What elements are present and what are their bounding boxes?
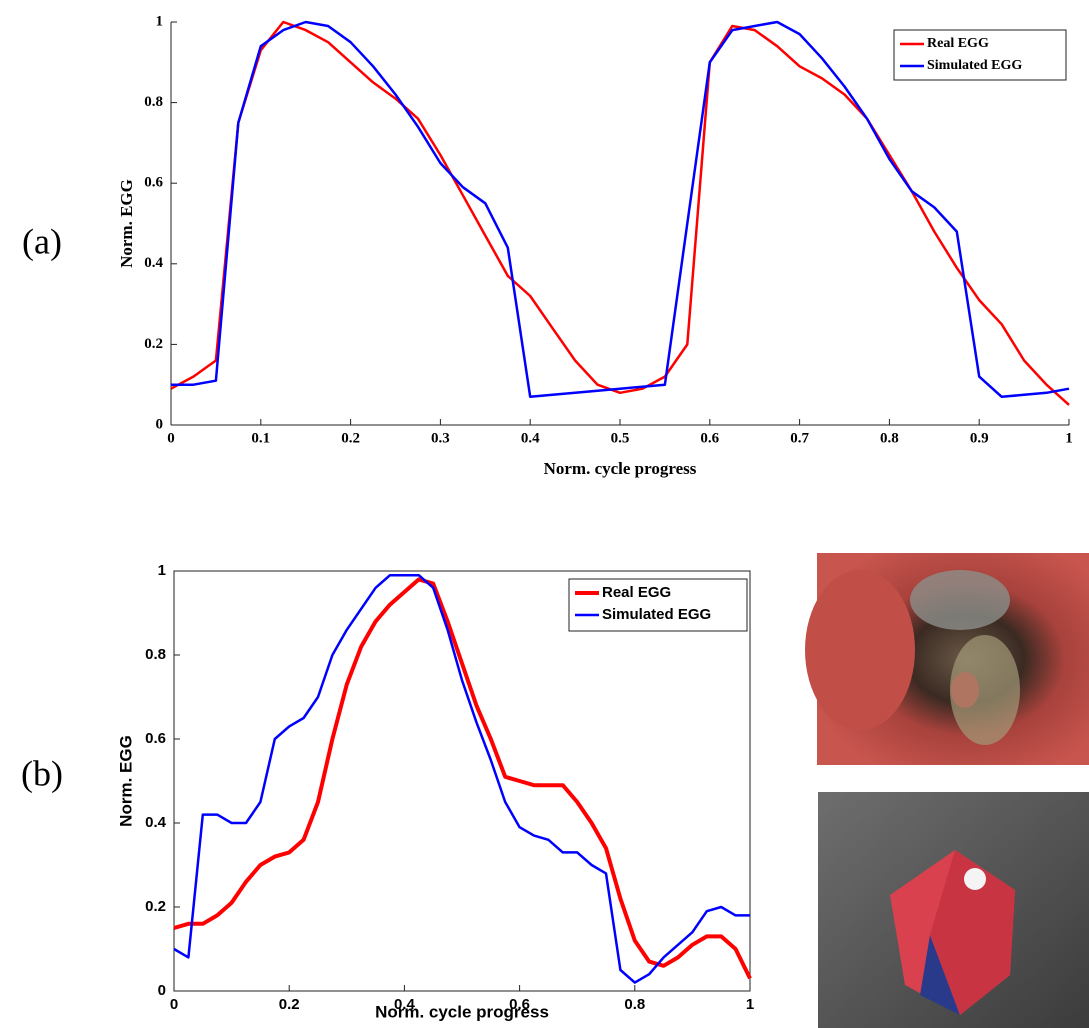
x-tick-label: 0.8 <box>880 430 899 446</box>
y-tick-label: 0.8 <box>144 94 163 110</box>
x-axis-label: Norm. cycle progress <box>375 1002 549 1021</box>
y-tick-label: 0 <box>158 982 166 999</box>
x-tick-label: 0.3 <box>431 430 450 446</box>
y-tick-label: 0.4 <box>144 255 163 271</box>
chart: 0 0.1 0.2 0.3 0.4 0.5 0.6 0.7 0.8 0.9 1 0 0.2 0.4 0.6 0… <box>117 13 1073 477</box>
x-tick-label: 1 <box>1065 430 1073 446</box>
y-tick-label: 0 <box>156 416 164 432</box>
model-photo <box>818 792 1089 1028</box>
x-tick-label: 0.8 <box>624 996 645 1013</box>
y-axis-label: Norm. EGG <box>116 735 135 827</box>
x-tick-label: 1 <box>746 996 754 1013</box>
x-tick-label: 0.6 <box>700 430 719 446</box>
y-tick-label: 1 <box>156 13 164 29</box>
series-line <box>174 575 750 982</box>
panel-label: (b) <box>21 753 63 793</box>
y-axis-label: Norm. EGG <box>117 179 136 268</box>
y-tick-label: 0.2 <box>144 336 163 352</box>
y-tick-label: 0.2 <box>145 898 166 915</box>
endoscopy-photo <box>805 553 1089 765</box>
legend-label: Real EGG <box>927 36 989 51</box>
x-tick-label: 0.2 <box>341 430 360 446</box>
x-tick-label: 0.9 <box>970 430 989 446</box>
figure: (a) (b) 0 0.1 0.2 0.3 0.4 0.5 0.6 0.7 0.8 0.9 1 0 0.… <box>0 0 1089 1028</box>
x-tick-label: 0.4 <box>521 430 540 446</box>
panel-label: (a) <box>22 221 62 261</box>
y-tick-label: 0.4 <box>145 814 167 831</box>
x-tick-label: 0.7 <box>790 430 809 446</box>
series-line <box>174 579 750 978</box>
x-tick-label: 0 <box>167 430 175 446</box>
x-tick-label: 0.5 <box>611 430 630 446</box>
x-axis-label: Norm. cycle progress <box>544 459 697 478</box>
x-tick-label: 0 <box>170 996 178 1013</box>
legend-label: Simulated EGG <box>602 606 711 623</box>
y-tick-label: 0.6 <box>145 730 166 747</box>
plot-frame <box>174 571 750 991</box>
y-tick-label: 0.8 <box>145 646 166 663</box>
y-tick-label: 0.6 <box>144 175 163 191</box>
x-tick-label: 0.1 <box>251 430 270 446</box>
y-tick-label: 1 <box>158 562 166 579</box>
legend-label: Real EGG <box>602 584 671 601</box>
x-tick-label: 0.2 <box>279 996 300 1013</box>
legend-label: Simulated EGG <box>927 58 1022 73</box>
